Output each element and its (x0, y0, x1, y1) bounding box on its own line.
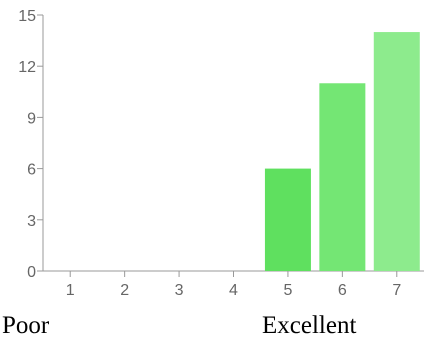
x-tick-label: 7 (392, 282, 401, 299)
bars (264, 32, 420, 272)
y-tick-label: 0 (27, 264, 36, 281)
y-tick-label: 3 (27, 213, 36, 230)
scale-low-caption: Poor (2, 312, 50, 339)
x-tick-label: 6 (338, 282, 347, 299)
bar-6 (319, 83, 366, 272)
y-tick-label: 6 (27, 162, 36, 179)
bar-5 (264, 168, 311, 271)
x-tick-label: 2 (120, 282, 129, 299)
x-tick-label: 5 (283, 282, 292, 299)
x-axis: 1 2 3 4 5 6 7 (37, 270, 424, 299)
scale-high-caption: Excellent (262, 312, 357, 339)
y-tick-label: 12 (18, 59, 36, 76)
bar-7 (373, 32, 420, 271)
x-tick-label: 3 (175, 282, 184, 299)
x-tick-label: 1 (66, 282, 75, 299)
y-axis: 0 3 6 9 12 15 (18, 8, 44, 281)
x-tick-label: 4 (229, 282, 238, 299)
y-tick-label: 9 (27, 110, 36, 127)
y-tick-label: 15 (18, 8, 36, 25)
